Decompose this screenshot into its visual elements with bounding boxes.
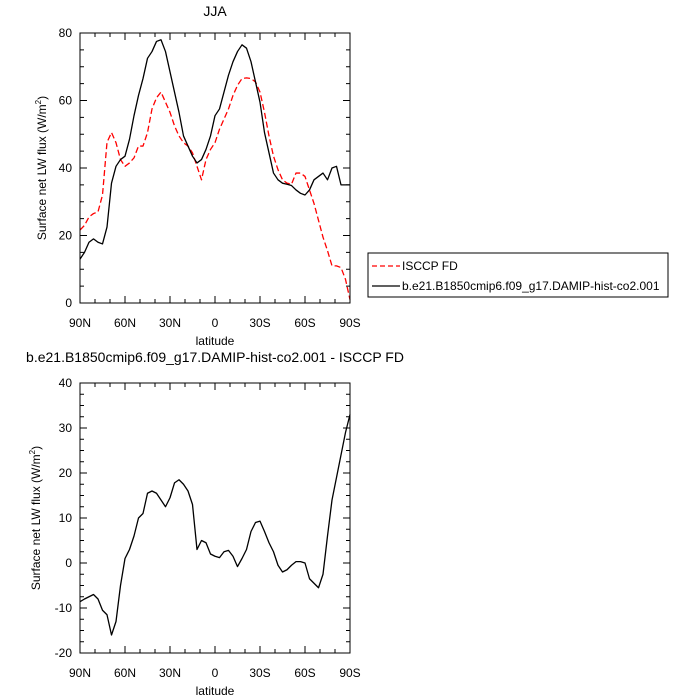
bottom-x-tick-label: 90S — [339, 666, 360, 680]
top-y-tick-label: 60 — [59, 94, 73, 108]
legend-label-isccp-fd: ISCCP FD — [402, 259, 458, 273]
top-y-tick-label: 40 — [59, 161, 73, 175]
top-y-tick-label: 80 — [59, 26, 73, 40]
bottom-x-tick-label: 0 — [212, 666, 219, 680]
top-chart-title: JJA — [203, 3, 227, 19]
top-x-tick-label: 30N — [159, 316, 181, 330]
legend-box — [367, 252, 669, 298]
bottom-x-tick-label: 90N — [69, 666, 91, 680]
bottom-y-axis-label: Surface net LW flux (W/m2) — [28, 446, 43, 590]
top-x-tick-label: 60N — [114, 316, 136, 330]
bottom-y-tick-label: 0 — [65, 556, 72, 570]
bottom-x-tick-label: 30N — [159, 666, 181, 680]
top-y-axis-label: Surface net LW flux (W/m2) — [34, 96, 49, 240]
top-x-tick-label: 90N — [69, 316, 91, 330]
top-x-tick-label: 0 — [212, 316, 219, 330]
top-y-tick-label: 0 — [65, 296, 72, 310]
legend-label-model: b.e21.B1850cmip6.f09_g17.DAMIP-hist-co2.… — [402, 279, 660, 293]
bottom-plot-frame — [79, 382, 351, 654]
bottom-x-axis-label: latitude — [196, 684, 235, 698]
top-y-axis: 0 20 40 60 80 — [59, 26, 350, 310]
bottom-x-axis: 90N 60N 30N 0 30S 60S 90S — [69, 383, 361, 680]
top-x-tick-label: 60S — [294, 316, 315, 330]
bottom-y-tick-label: 40 — [59, 376, 73, 390]
bottom-y-tick-label: 30 — [59, 421, 73, 435]
top-y-tick-label: 20 — [59, 229, 73, 243]
bottom-series-line-0 — [79, 414, 351, 636]
top-series-line-0 — [79, 77, 351, 300]
bottom-x-tick-label: 60N — [114, 666, 136, 680]
top-panel: JJA 0 20 40 60 80 90N 60N 30N 0 30S 60S 90S latitu… — [34, 3, 669, 348]
bottom-y-tick-label: -10 — [55, 601, 73, 615]
bottom-y-tick-label: -20 — [55, 646, 73, 660]
bottom-y-axis: -20 -10 0 10 20 30 40 — [55, 376, 350, 660]
legend: ISCCP FD b.e21.B1850cmip6.f09_g17.DAMIP-… — [367, 252, 669, 298]
bottom-series-lines — [79, 414, 351, 636]
bottom-y-tick-label: 10 — [59, 511, 73, 525]
top-series-line-1 — [79, 39, 350, 260]
bottom-chart-title: b.e21.B1850cmip6.f09_g17.DAMIP-hist-co2.… — [26, 349, 404, 365]
bottom-x-tick-label: 60S — [294, 666, 315, 680]
bottom-x-tick-label: 30S — [249, 666, 270, 680]
top-x-axis-label: latitude — [196, 334, 235, 348]
top-plot-frame — [79, 32, 351, 304]
top-x-tick-label: 30S — [249, 316, 270, 330]
top-x-axis: 90N 60N 30N 0 30S 60S 90S — [69, 33, 361, 330]
bottom-panel: b.e21.B1850cmip6.f09_g17.DAMIP-hist-co2.… — [26, 349, 404, 698]
top-series-lines — [79, 39, 351, 300]
bottom-y-tick-label: 20 — [59, 466, 73, 480]
top-x-tick-label: 90S — [339, 316, 360, 330]
